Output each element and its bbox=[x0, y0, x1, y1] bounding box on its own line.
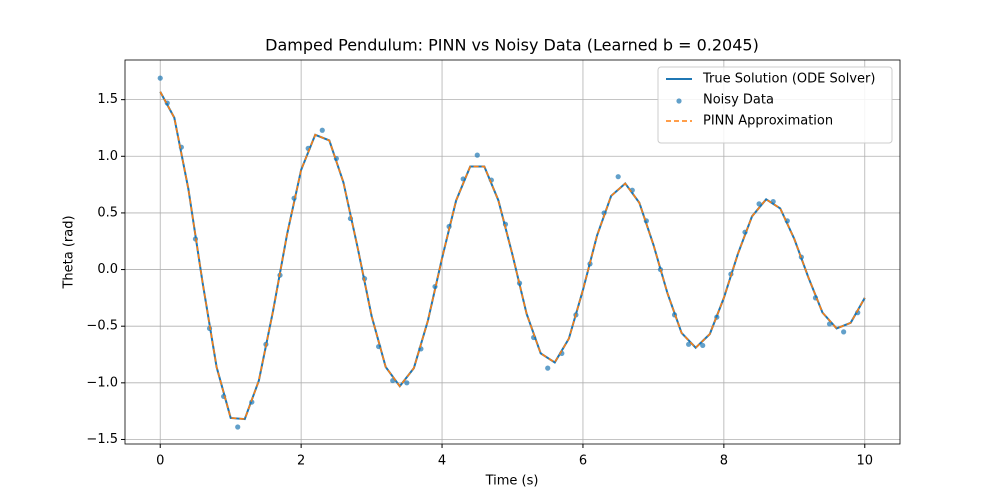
chart-title: Damped Pendulum: PINN vs Noisy Data (Lea… bbox=[265, 36, 759, 55]
y-tick-label: 1.0 bbox=[97, 149, 118, 164]
x-tick-label: 0 bbox=[156, 454, 164, 469]
x-tick-label: 8 bbox=[720, 454, 728, 469]
legend-label: True Solution (ODE Solver) bbox=[702, 72, 875, 87]
data-point bbox=[157, 75, 163, 81]
x-tick-label: 4 bbox=[438, 454, 446, 469]
y-tick-label: −0.5 bbox=[86, 319, 118, 334]
data-point bbox=[404, 380, 410, 386]
y-tick-label: 1.5 bbox=[97, 92, 118, 107]
data-point bbox=[460, 176, 466, 182]
data-point bbox=[545, 365, 551, 371]
x-tick-label: 10 bbox=[856, 454, 873, 469]
x-axis-label: Time (s) bbox=[485, 474, 539, 489]
data-point bbox=[235, 424, 241, 430]
legend-box bbox=[657, 66, 893, 144]
data-point bbox=[756, 201, 762, 207]
data-point bbox=[319, 127, 325, 133]
data-line bbox=[159, 91, 866, 420]
data-point bbox=[615, 174, 621, 180]
y-axis-label: Theta (rad) bbox=[62, 215, 77, 289]
data-point bbox=[700, 342, 706, 349]
data-point bbox=[418, 346, 424, 352]
y-tick-label: −1.0 bbox=[86, 375, 118, 390]
data-point bbox=[841, 329, 847, 335]
y-tick-label: 0.0 bbox=[97, 262, 118, 277]
plot-frame bbox=[124, 59, 901, 445]
y-tick-label: 0.5 bbox=[97, 205, 118, 220]
legend-label: PINN Approximation bbox=[703, 114, 833, 129]
data-point bbox=[249, 399, 255, 405]
data-point bbox=[770, 198, 776, 205]
y-tick-label: −1.5 bbox=[86, 432, 118, 447]
data-point bbox=[686, 341, 692, 347]
legend-label: Noisy Data bbox=[703, 93, 774, 108]
x-tick-label: 6 bbox=[579, 454, 587, 469]
legend-marker bbox=[676, 98, 682, 104]
data-point bbox=[474, 152, 480, 158]
x-tick-label: 2 bbox=[297, 454, 305, 469]
